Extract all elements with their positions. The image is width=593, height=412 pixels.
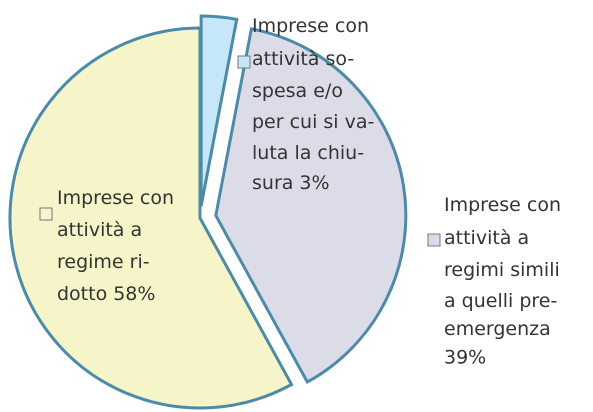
category-line: spesa e/o <box>252 80 343 102</box>
slice-label: luta la chiu- <box>252 142 364 164</box>
slice-label: Imprese con <box>57 187 174 209</box>
category-line: Imprese con <box>444 194 561 216</box>
slice-label: dotto 58% <box>57 283 155 305</box>
slice-label: regimi simili <box>444 259 560 281</box>
category-line: regime ri- <box>57 251 150 273</box>
legend-swatch <box>39 207 53 221</box>
value-label: 3% <box>299 172 329 194</box>
pie-slice <box>8 26 294 410</box>
slice-label: Imprese con <box>252 15 369 37</box>
slice-label: Imprese con <box>444 194 561 216</box>
category-line: luta la chiu- <box>252 142 364 164</box>
category-line: attività so- <box>252 48 354 70</box>
slice-label: attività a <box>444 227 529 249</box>
category-line: per cui si va- <box>252 111 374 133</box>
category-line: attività a <box>57 219 142 241</box>
slice-label: spesa e/o <box>252 80 343 102</box>
value-label: 58% <box>113 283 155 305</box>
slice-label: a quelli pre- <box>444 290 557 312</box>
category-line: sura <box>252 172 293 194</box>
category-line: dotto <box>57 283 107 305</box>
category-line: Imprese con <box>252 15 369 37</box>
category-line: Imprese con <box>57 187 174 209</box>
slice-label: attività a <box>57 219 142 241</box>
category-line: a quelli pre- <box>444 290 557 312</box>
pie-slice <box>214 27 408 385</box>
slice-label: emergenza <box>444 318 551 340</box>
slice-label: regime ri- <box>57 251 150 273</box>
value-label: 39% <box>444 347 486 369</box>
slice-label: sura 3% <box>252 172 330 194</box>
category-line: emergenza <box>444 318 551 340</box>
legend-swatch <box>237 55 251 69</box>
category-line: attività a <box>444 227 529 249</box>
pie-slice <box>199 14 239 207</box>
category-line: regimi simili <box>444 259 560 281</box>
legend-swatch <box>427 233 441 247</box>
slice-label: attività so- <box>252 48 354 70</box>
slice-label: per cui si va- <box>252 111 374 133</box>
